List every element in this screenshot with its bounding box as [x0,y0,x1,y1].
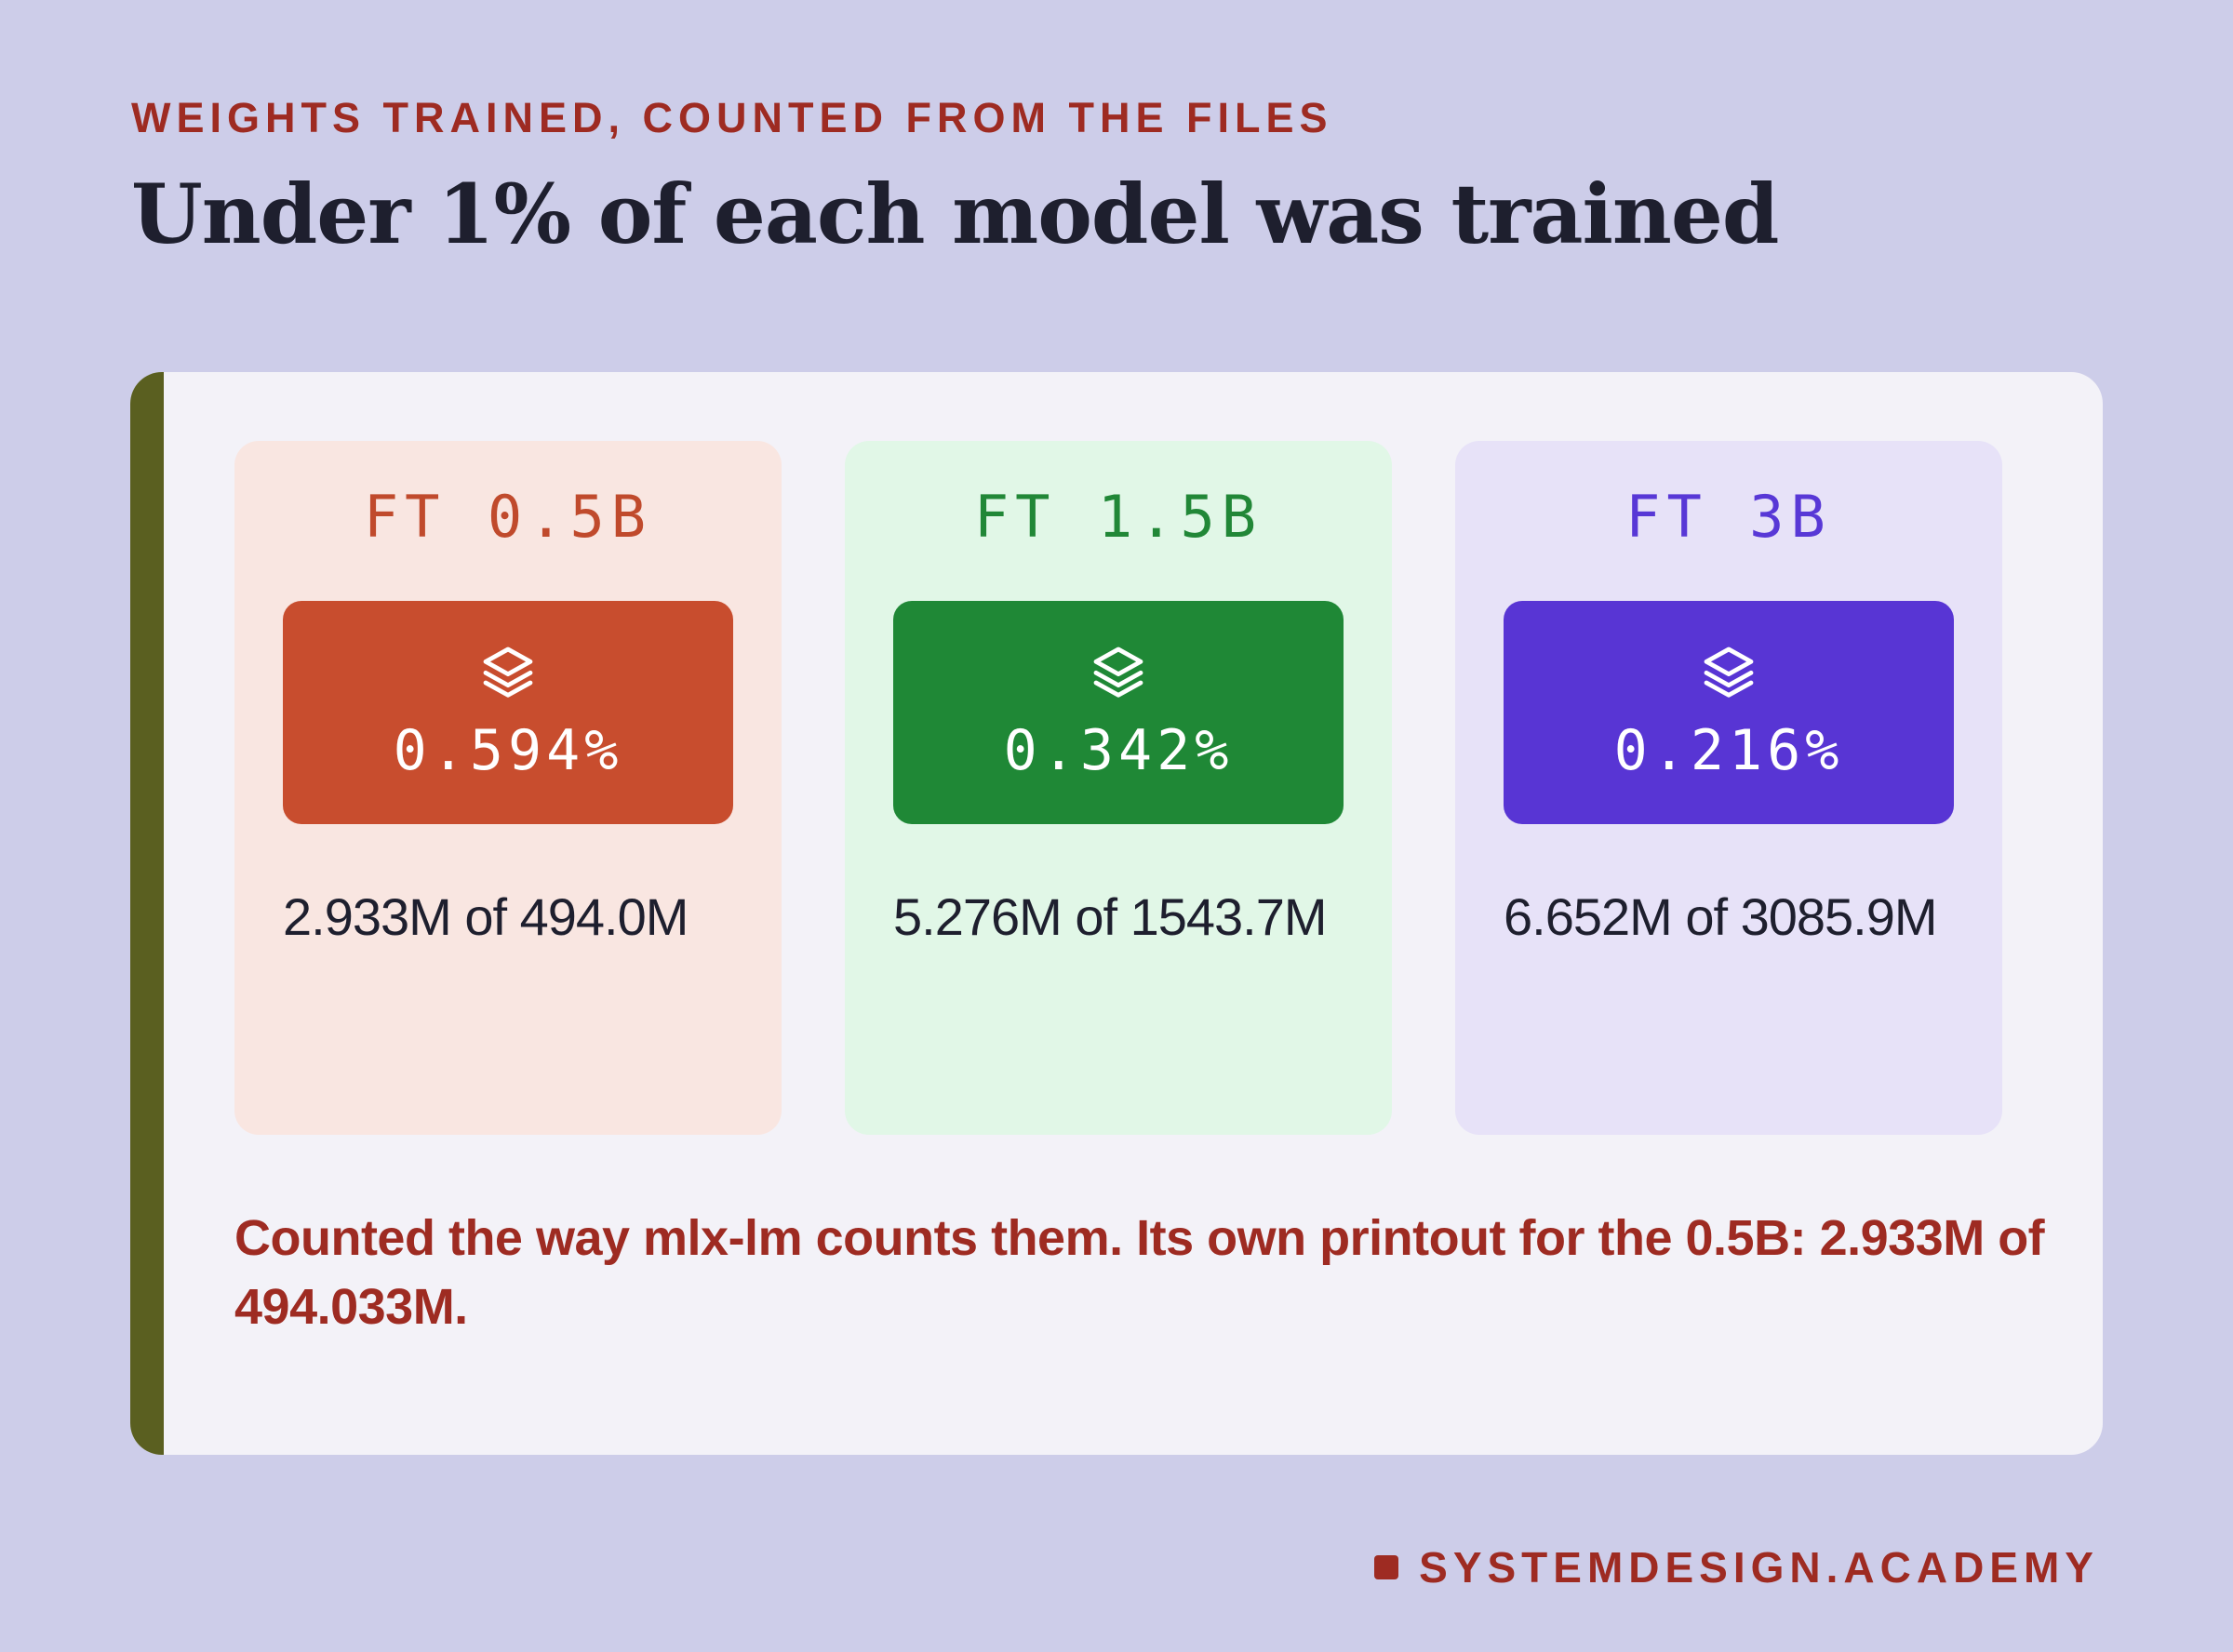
card-label: FT 1.5B [973,483,1264,551]
stat-value: 0.342% [1003,718,1234,783]
layers-icon [1504,642,1954,701]
card-ft-1-5b: FT 1.5B 0.342% 5.276M of 1543.7M [845,441,1392,1135]
panel-accent-bar [130,372,164,1455]
card-ft-0-5b: FT 0.5B 0.594% 2.933M of 494.0M [234,441,782,1135]
card-detail: 2.933M of 494.0M [283,887,689,946]
stat-box: 0.594% [283,601,733,824]
card-label: FT 3B [1625,483,1832,551]
footnote: Counted the way mlx-lm counts them. Its … [234,1210,2045,1335]
brand: SYSTEMDESIGN.ACADEMY [1374,1546,2099,1589]
card-label: FT 0.5B [363,483,653,551]
content-panel: FT 0.5B 0.594% 2.933M of 494.0M FT 1.5B [130,372,2103,1455]
brand-square-icon [1374,1555,1399,1579]
stat-box: 0.216% [1504,601,1954,824]
layers-icon [893,642,1344,701]
stat-value: 0.594% [393,718,623,783]
card-detail: 5.276M of 1543.7M [893,887,1328,946]
stat-value: 0.216% [1613,718,1844,783]
kicker: WEIGHTS TRAINED, COUNTED FROM THE FILES [131,94,1333,141]
card-ft-3b: FT 3B 0.216% 6.652M of 3085.9M [1455,441,2002,1135]
stat-box: 0.342% [893,601,1344,824]
brand-name: SYSTEMDESIGN.ACADEMY [1419,1543,2099,1592]
card-detail: 6.652M of 3085.9M [1504,887,1938,946]
layers-icon [283,642,733,701]
page-title: Under 1% of each model was trained [131,166,1779,262]
